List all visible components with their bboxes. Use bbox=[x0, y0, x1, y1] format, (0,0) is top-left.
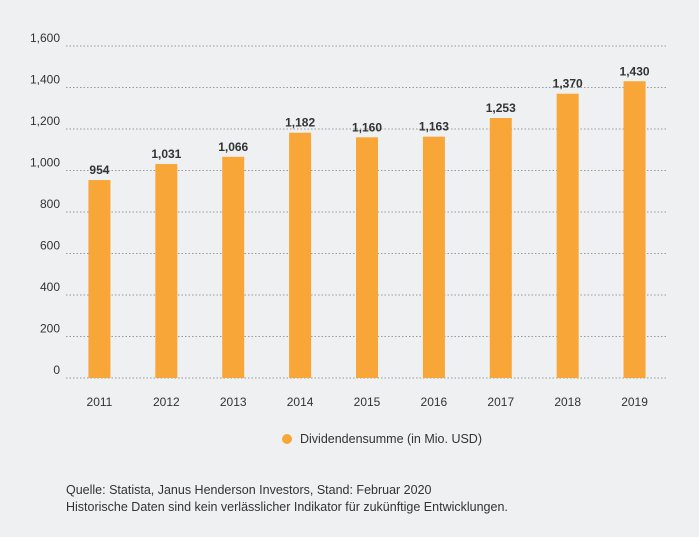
y-tick-label: 600 bbox=[40, 239, 60, 253]
x-tick-label: 2013 bbox=[220, 395, 247, 409]
y-tick-label: 1,000 bbox=[30, 156, 60, 170]
dividend-bar-chart: 0 200 400 600 800 1,000 1,200 1,400 1,600 954 2011… bbox=[30, 31, 668, 409]
bar-value-label: 1,182 bbox=[285, 116, 315, 130]
y-tick-label: 0 bbox=[53, 363, 60, 377]
bar-2019 bbox=[623, 81, 646, 379]
y-tick-label: 800 bbox=[40, 197, 60, 211]
bar-value-label: 1,370 bbox=[553, 77, 583, 91]
x-tick-label: 2016 bbox=[421, 395, 448, 409]
x-tick-label: 2018 bbox=[554, 395, 581, 409]
x-tick-label: 2019 bbox=[621, 395, 648, 409]
x-tick-label: 2011 bbox=[87, 395, 113, 409]
bar-2017 bbox=[489, 118, 512, 378]
bar-2011 bbox=[88, 180, 111, 378]
y-tick-label: 1,600 bbox=[30, 31, 60, 45]
bar-value-label: 954 bbox=[89, 163, 109, 177]
legend-label: Dividendensumme (in Mio. USD) bbox=[300, 432, 483, 446]
chart-footer: Quelle: Statista, Janus Henderson Invest… bbox=[66, 482, 508, 516]
bar-value-label: 1,253 bbox=[486, 101, 516, 115]
y-tick-label: 1,400 bbox=[30, 73, 60, 87]
x-tick-label: 2012 bbox=[153, 395, 180, 409]
bar-2014 bbox=[289, 132, 312, 378]
y-tick-label: 1,200 bbox=[30, 114, 60, 128]
bar-2015 bbox=[356, 137, 378, 378]
chart-legend: Dividendensumme (in Mio. USD) bbox=[282, 432, 482, 446]
x-tick-label: 2014 bbox=[287, 395, 314, 409]
x-tick-label: 2017 bbox=[487, 395, 514, 409]
bar-value-label: 1,430 bbox=[620, 64, 650, 78]
bar-2013 bbox=[222, 156, 245, 378]
bar-2018 bbox=[556, 93, 579, 378]
bar-value-label: 1,031 bbox=[151, 147, 181, 161]
bar-2012 bbox=[155, 164, 178, 378]
bar-2016 bbox=[422, 136, 445, 378]
bar-value-label: 1,160 bbox=[352, 120, 382, 134]
y-tick-label: 200 bbox=[40, 322, 60, 336]
disclaimer-note: Historische Daten sind kein verlässliche… bbox=[66, 500, 508, 514]
source-note: Quelle: Statista, Janus Henderson Invest… bbox=[66, 483, 432, 497]
bar-value-label: 1,163 bbox=[419, 120, 449, 134]
legend-marker-icon bbox=[282, 434, 292, 444]
bar-value-label: 1,066 bbox=[218, 140, 248, 154]
x-tick-label: 2015 bbox=[354, 395, 381, 409]
y-tick-label: 400 bbox=[40, 280, 60, 294]
